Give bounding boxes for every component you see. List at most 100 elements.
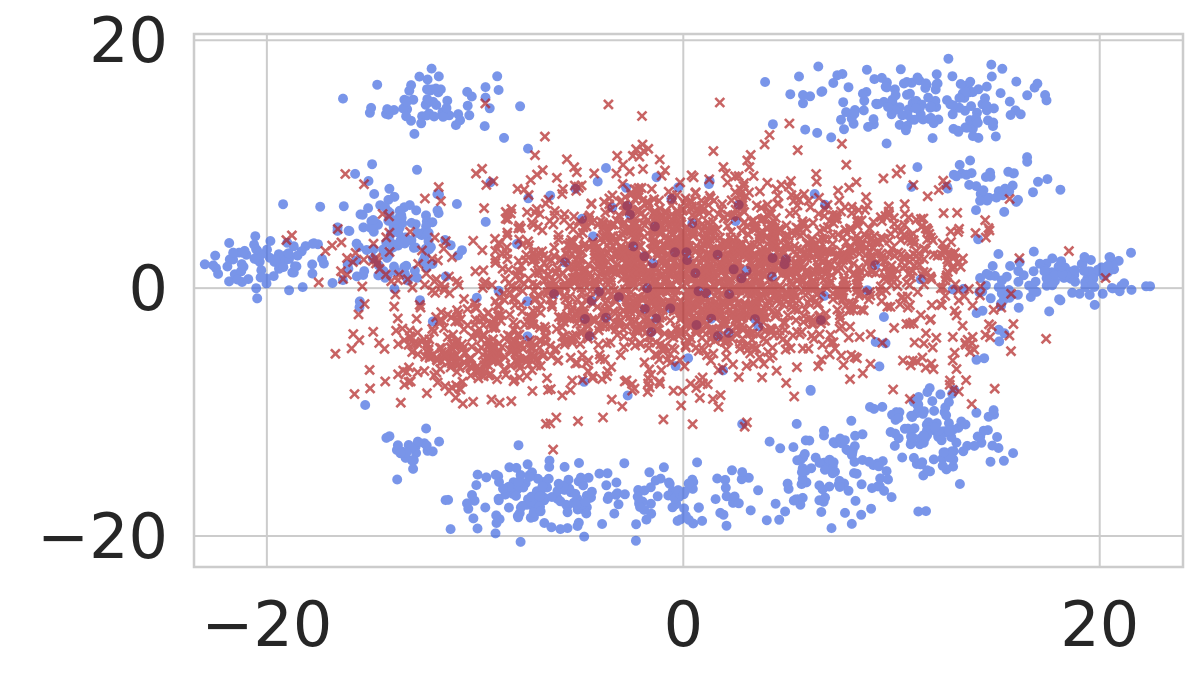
data-point [420, 268, 432, 280]
data-point [826, 269, 838, 281]
data-point [395, 397, 407, 409]
data-point [429, 232, 441, 244]
data-point [574, 458, 584, 468]
data-point [827, 468, 838, 479]
data-point [406, 346, 418, 358]
data-point [489, 253, 501, 265]
data-point [799, 303, 811, 315]
data-point [704, 248, 716, 260]
data-point [642, 377, 654, 389]
data-point [937, 281, 949, 293]
data-point [784, 208, 796, 219]
points [199, 53, 1156, 547]
data-point [720, 254, 732, 266]
data-point [818, 223, 830, 235]
data-point [706, 323, 718, 335]
data-point [952, 226, 964, 238]
data-point [426, 253, 438, 265]
data-point [633, 318, 645, 330]
data-point [1093, 264, 1103, 275]
data-point [406, 80, 417, 91]
data-point [505, 395, 517, 407]
data-point [814, 247, 826, 259]
data-point [401, 366, 413, 378]
data-point [1055, 184, 1066, 195]
data-point [574, 250, 586, 262]
data-point [596, 373, 608, 385]
data-point [896, 226, 907, 238]
data-point [600, 305, 612, 317]
data-point [609, 508, 620, 519]
data-point [432, 205, 443, 216]
data-point [831, 304, 843, 316]
data-point [603, 285, 615, 297]
data-point [602, 98, 614, 110]
data-point [487, 322, 499, 334]
data-point [556, 330, 568, 342]
data-point [995, 302, 1007, 314]
data-point [734, 302, 746, 314]
data-point [237, 247, 248, 258]
data-point [605, 361, 617, 373]
data-point [697, 371, 709, 383]
data-point [535, 360, 547, 372]
y-tick-label: 0 [129, 252, 168, 325]
data-point [232, 274, 243, 285]
data-point [498, 363, 510, 375]
data-point [431, 354, 443, 366]
data-point [733, 371, 745, 383]
data-point [733, 498, 744, 509]
x-tick-label: 20 [1060, 588, 1139, 661]
data-point [1011, 76, 1022, 87]
data-point [654, 154, 666, 165]
data-point [832, 229, 844, 240]
data-point [925, 101, 936, 112]
data-point [228, 247, 239, 258]
data-point [680, 236, 692, 248]
data-point [501, 253, 513, 265]
data-point [939, 274, 951, 286]
data-point [436, 278, 448, 290]
data-point [937, 237, 948, 249]
data-point [798, 188, 810, 200]
data-point [601, 163, 611, 173]
data-point [572, 521, 583, 531]
data-point [885, 427, 896, 437]
data-point [829, 343, 841, 354]
data-point [414, 71, 425, 82]
data-point [492, 310, 504, 322]
data-point [421, 440, 432, 451]
data-point [595, 290, 607, 302]
data-point [408, 463, 419, 474]
data-point [866, 232, 878, 244]
data-point [923, 92, 934, 103]
data-point [447, 329, 459, 341]
data-point [1057, 268, 1068, 279]
data-point [520, 254, 532, 266]
data-point [422, 343, 434, 355]
data-point [501, 229, 513, 241]
data-point [687, 226, 699, 238]
data-point [636, 110, 648, 122]
data-point [992, 432, 1003, 442]
data-point [768, 277, 780, 289]
data-point [994, 336, 1005, 347]
data-point [384, 246, 396, 258]
data-point [777, 260, 789, 271]
data-point [1028, 266, 1039, 277]
data-point [444, 287, 455, 299]
data-point [664, 315, 676, 326]
data-point [472, 523, 483, 534]
data-point [492, 300, 503, 311]
y-tick-label: −20 [37, 500, 168, 573]
data-point [965, 76, 976, 87]
data-point [913, 506, 924, 517]
data-point [522, 459, 533, 470]
data-point [315, 201, 326, 212]
data-point [359, 298, 371, 310]
data-point [556, 311, 568, 323]
data-point [785, 275, 797, 287]
data-point [918, 338, 930, 350]
data-point [864, 456, 875, 467]
data-point [841, 107, 852, 118]
